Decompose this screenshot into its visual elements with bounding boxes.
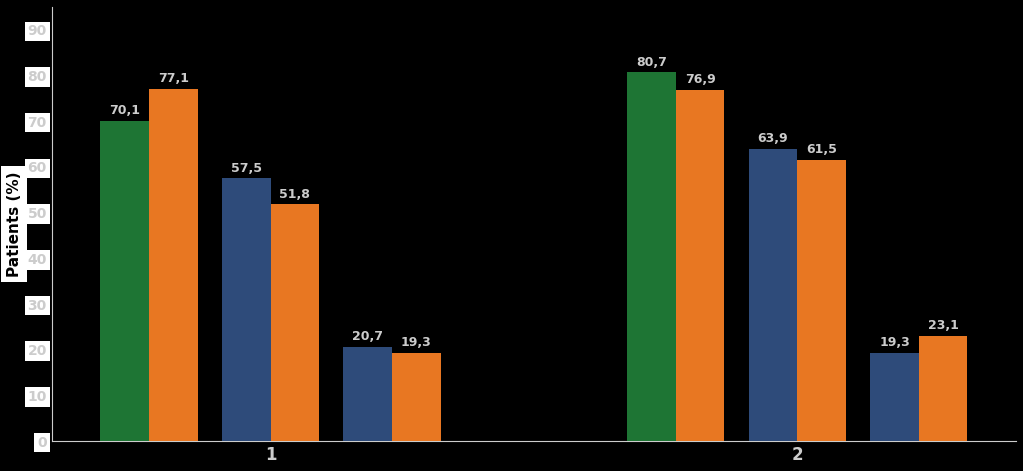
Text: 77,1: 77,1 [158, 72, 189, 85]
Bar [676, 89, 724, 441]
Bar [100, 121, 149, 441]
Text: 80,7: 80,7 [636, 56, 667, 69]
Text: 61,5: 61,5 [806, 143, 837, 156]
Bar [222, 179, 270, 441]
Text: 63,9: 63,9 [758, 132, 789, 146]
Y-axis label: Patients (%): Patients (%) [7, 171, 21, 277]
Text: 76,9: 76,9 [684, 73, 715, 86]
Bar [919, 336, 968, 441]
Bar [797, 160, 846, 441]
Text: 57,5: 57,5 [231, 162, 262, 175]
Bar [270, 204, 319, 441]
Text: 19,3: 19,3 [401, 336, 432, 349]
Text: 70,1: 70,1 [109, 104, 140, 117]
Bar [392, 353, 441, 441]
Bar [627, 73, 676, 441]
Bar [149, 89, 197, 441]
Bar [749, 149, 797, 441]
Text: 51,8: 51,8 [279, 188, 310, 201]
Text: 20,7: 20,7 [352, 330, 384, 343]
Text: 23,1: 23,1 [928, 319, 959, 332]
Text: 19,3: 19,3 [879, 336, 909, 349]
Bar [871, 353, 919, 441]
Bar [344, 347, 392, 441]
